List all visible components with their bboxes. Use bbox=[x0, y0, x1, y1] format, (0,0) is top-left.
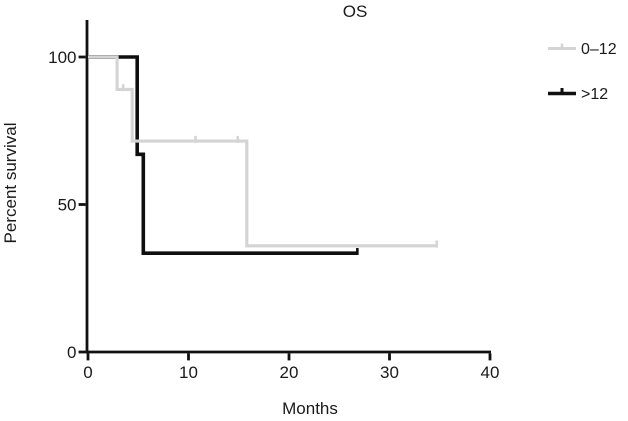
y-axis-label: Percent survival bbox=[1, 123, 20, 244]
chart-title: OS bbox=[343, 2, 368, 21]
x-tick-label: 10 bbox=[179, 363, 198, 382]
survival-curves bbox=[88, 55, 439, 255]
legend-item-0-12: 0–12 bbox=[548, 41, 617, 58]
legend-label-gt12: >12 bbox=[581, 86, 608, 103]
y-tick-label: 0 bbox=[67, 343, 76, 362]
x-tick-label: 40 bbox=[481, 363, 500, 382]
y-tick-label: 50 bbox=[58, 196, 77, 215]
survival-curve bbox=[88, 55, 437, 248]
survival-curve bbox=[88, 55, 358, 255]
y-tick-label: 100 bbox=[48, 48, 76, 67]
x-tick-label: 0 bbox=[83, 363, 92, 382]
x-axis-label: Months bbox=[282, 399, 338, 418]
axes: 0 50 100 0 10 20 30 40 bbox=[48, 20, 499, 382]
legend-item-gt12: >12 bbox=[548, 86, 608, 103]
x-tick-label: 30 bbox=[380, 363, 399, 382]
legend: 0–12 >12 bbox=[548, 41, 617, 103]
legend-label-0-12: 0–12 bbox=[581, 41, 617, 58]
x-tick-label: 20 bbox=[280, 363, 299, 382]
